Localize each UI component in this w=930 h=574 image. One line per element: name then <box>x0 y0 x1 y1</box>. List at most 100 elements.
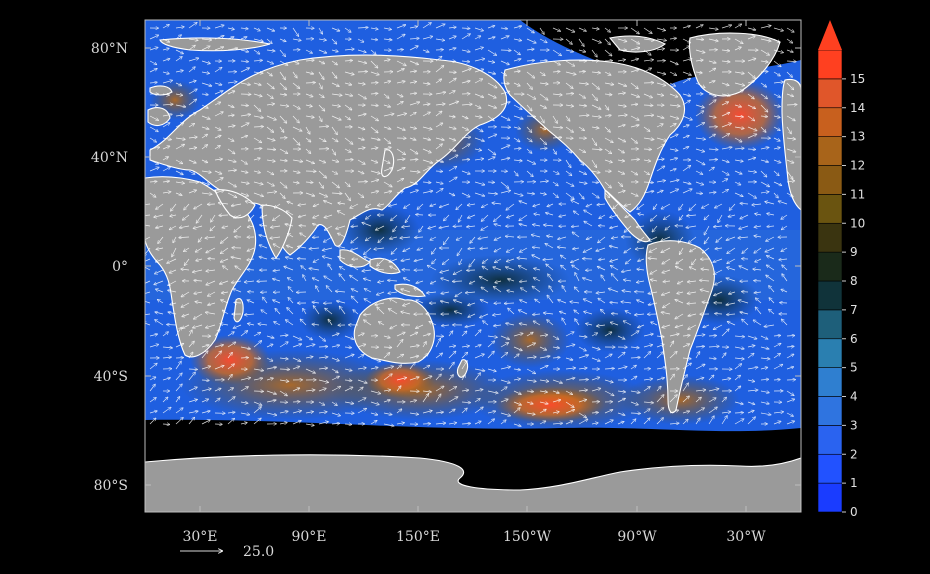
wind-vector <box>448 137 456 141</box>
wind-vector <box>526 27 534 33</box>
wind-vector <box>162 72 169 74</box>
wind-vector <box>734 181 741 185</box>
wind-vector <box>279 82 286 89</box>
wind-vector <box>305 182 313 183</box>
wind-vector <box>409 127 416 129</box>
wind-vector <box>279 181 287 188</box>
wind-vector <box>214 83 222 85</box>
wind-vector <box>656 124 663 128</box>
wind-vector <box>565 126 573 132</box>
wind-vector <box>214 102 220 106</box>
wind-vector <box>773 71 780 76</box>
wind-vector <box>448 78 456 84</box>
colorbar-segment <box>817 309 843 340</box>
wind-vector <box>266 170 274 175</box>
wind-vector <box>331 82 339 86</box>
wind-vector <box>188 45 195 51</box>
wind-vector <box>175 49 183 54</box>
wind-vector <box>474 47 483 51</box>
wind-vector <box>526 126 532 132</box>
wind-vector <box>734 82 744 86</box>
wind-vector <box>435 104 445 105</box>
wind-vector <box>201 72 209 73</box>
wind-vector <box>760 126 766 132</box>
wind-vector <box>578 182 587 184</box>
wind-vector <box>240 83 250 85</box>
lon-label-30e: 30°E <box>182 529 217 545</box>
wind-vector <box>513 26 521 28</box>
wind-vector <box>305 72 313 74</box>
wind-vector <box>747 81 755 83</box>
colorbar-segment <box>817 425 843 455</box>
wind-vector <box>656 159 664 160</box>
wind-vector <box>435 57 442 62</box>
wind-vector <box>422 167 431 172</box>
wind-vector <box>214 178 223 183</box>
wind-vector <box>786 71 792 77</box>
wind-vector <box>760 82 766 87</box>
wind-vector <box>227 170 236 171</box>
wind-vector <box>526 116 535 117</box>
wind-vector <box>734 105 741 107</box>
wind-vector <box>708 61 716 63</box>
wind-vector <box>305 126 310 134</box>
wind-vector <box>318 137 326 141</box>
wind-vector <box>331 170 337 174</box>
lat-label-40s: 40°S <box>94 369 128 385</box>
wind-vector <box>630 82 638 89</box>
wind-vector <box>617 82 626 86</box>
wind-vector <box>552 137 562 138</box>
wind-vector <box>552 27 560 31</box>
wind-vector <box>526 104 532 111</box>
wind-vector <box>149 115 158 120</box>
wind-vector <box>669 158 677 160</box>
wind-vector <box>669 71 676 75</box>
wind-vector <box>604 38 610 45</box>
wind-vector <box>357 148 365 149</box>
wind-vector <box>227 115 234 116</box>
wind-vector <box>188 89 197 95</box>
wind-vector <box>682 26 690 29</box>
wind-vector <box>188 67 195 73</box>
wind-vector <box>162 114 172 116</box>
wind-vector <box>786 93 793 96</box>
lon-label-150w: 150°W <box>503 529 552 545</box>
wind-vector <box>734 24 741 29</box>
wind-vector <box>604 83 614 85</box>
wind-vector <box>253 181 263 184</box>
wind-vector <box>773 170 779 176</box>
wind-vector <box>513 82 520 86</box>
wind-vector <box>253 358 261 359</box>
wind-vector <box>500 115 510 120</box>
wind-vector <box>578 27 586 31</box>
wind-vector <box>617 191 625 194</box>
colorbar-segment <box>817 165 843 195</box>
wind-vector <box>292 115 299 123</box>
wind-vector <box>656 166 665 172</box>
wind-vector <box>331 105 340 106</box>
wind-vector <box>344 137 353 144</box>
wind-vector <box>253 60 262 61</box>
wind-vector <box>396 114 406 117</box>
wind-vector <box>175 115 183 116</box>
wind-vector <box>175 193 182 195</box>
wind-vector <box>240 192 248 196</box>
wind-vector <box>214 159 222 160</box>
wind-vector <box>344 94 352 96</box>
wind-vector <box>591 72 600 73</box>
wind-vector <box>721 82 729 85</box>
wind-vector <box>682 38 690 43</box>
colorbar-tick-label: 13 <box>850 130 865 144</box>
wind-vector <box>409 102 419 106</box>
wind-vector <box>500 102 510 106</box>
wind-vector <box>318 49 327 53</box>
wind-vector <box>695 123 704 128</box>
wind-vector <box>630 159 639 160</box>
wind-vector <box>305 116 314 117</box>
wind-vector <box>500 191 510 194</box>
wind-vector <box>448 167 457 172</box>
wind-vector <box>591 82 599 89</box>
wind-vector <box>357 192 364 197</box>
wind-vector <box>266 115 276 120</box>
wind-vector <box>526 170 533 177</box>
